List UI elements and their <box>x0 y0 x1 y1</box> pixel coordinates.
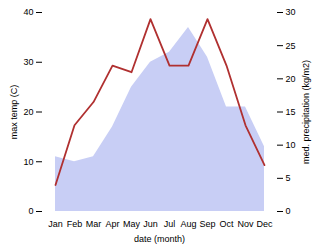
svg-text:Jul: Jul <box>164 219 176 229</box>
svg-text:40: 40 <box>23 7 33 17</box>
svg-text:Jan: Jan <box>48 219 63 229</box>
svg-text:10: 10 <box>286 140 296 150</box>
svg-text:Mar: Mar <box>86 219 102 229</box>
svg-text:30: 30 <box>23 57 33 67</box>
svg-text:Nov: Nov <box>237 219 254 229</box>
svg-text:May: May <box>123 219 141 229</box>
svg-text:0: 0 <box>28 206 33 216</box>
svg-text:20: 20 <box>23 107 33 117</box>
svg-text:Apr: Apr <box>105 219 119 229</box>
svg-text:10: 10 <box>23 157 33 167</box>
svg-text:Jun: Jun <box>143 219 158 229</box>
svg-text:Sep: Sep <box>199 219 215 229</box>
svg-text:Feb: Feb <box>67 219 83 229</box>
svg-text:Oct: Oct <box>219 219 234 229</box>
svg-text:Dec: Dec <box>256 219 273 229</box>
svg-text:0: 0 <box>286 206 291 216</box>
svg-text:date (month): date (month) <box>134 234 185 244</box>
svg-text:max temp (C): max temp (C) <box>9 85 19 140</box>
svg-text:30: 30 <box>286 7 296 17</box>
svg-text:med. precipitation (kg/m2): med. precipitation (kg/m2) <box>301 60 311 164</box>
svg-text:Aug: Aug <box>180 219 196 229</box>
svg-text:5: 5 <box>286 173 291 183</box>
svg-text:25: 25 <box>286 41 296 51</box>
svg-text:20: 20 <box>286 74 296 84</box>
svg-text:15: 15 <box>286 107 296 117</box>
